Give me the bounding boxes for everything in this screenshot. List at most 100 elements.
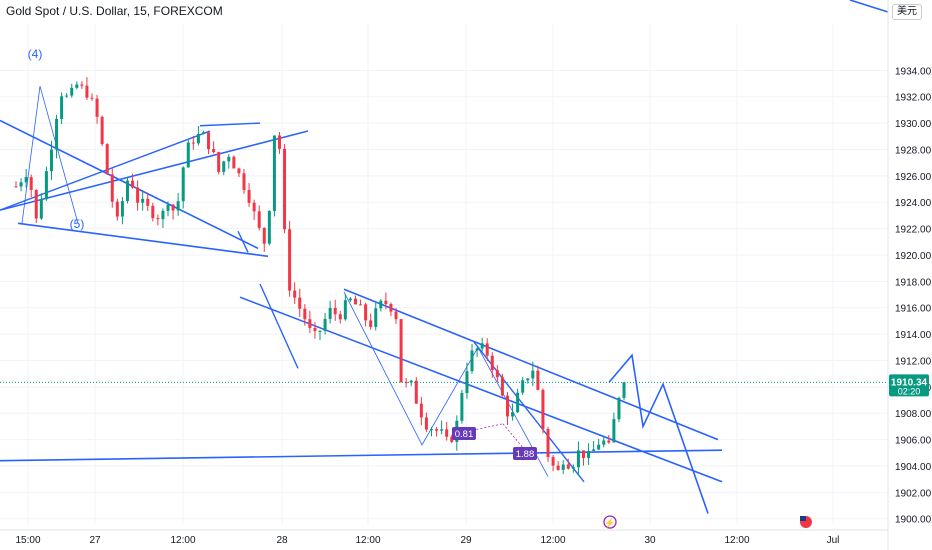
x-tick-label: 29: [460, 535, 472, 546]
candle-body: [29, 177, 33, 190]
candle-body: [288, 229, 292, 291]
candle-body: [303, 308, 307, 320]
y-tick-label: 1934.00: [895, 66, 932, 77]
candle-body: [516, 392, 520, 413]
long-support-trendline[interactable]: [0, 449, 723, 462]
elliott-wave-label: (4): [28, 47, 43, 61]
trendline-segment[interactable]: [199, 122, 261, 127]
candle-body: [465, 371, 469, 394]
x-tick-label: 30: [644, 535, 656, 546]
y-tick-label: 1920.00: [895, 251, 932, 262]
candle-body: [222, 161, 226, 172]
candle-body: [166, 204, 170, 211]
price-axis[interactable]: 1900.00 1902.00 1904.00 1906.00 1908.00 1910.…: [887, 0, 932, 550]
trendline-segment[interactable]: [259, 283, 299, 369]
candle-body: [435, 429, 439, 431]
candle-body: [343, 300, 347, 320]
dividend-event-icon[interactable]: [603, 515, 617, 529]
trendline-segment[interactable]: [237, 230, 249, 253]
candle-body: [156, 218, 160, 220]
candle-body: [511, 412, 515, 417]
candle-body: [521, 380, 525, 393]
candle-body: [526, 378, 530, 381]
lightning-icon: ⚡: [604, 517, 615, 529]
candle-body: [242, 173, 246, 191]
upper-channel-2-trendline[interactable]: [343, 288, 719, 441]
y-tick-label: 1904.00: [895, 462, 932, 473]
candle-body: [374, 308, 378, 327]
candle-body: [490, 355, 494, 371]
candle-body: [131, 180, 135, 188]
candle-body: [120, 201, 124, 217]
x-tick-label: 12:00: [724, 535, 749, 546]
candle-body: [587, 451, 591, 458]
candle-body: [318, 330, 322, 332]
wedge-rising-trendline[interactable]: [0, 119, 259, 250]
trendline-drawings[interactable]: [0, 0, 889, 514]
candle-body: [556, 465, 560, 470]
candle-body: [460, 393, 464, 421]
candle-body: [333, 307, 337, 315]
candle-body: [566, 464, 570, 469]
x-tick-label: 27: [89, 535, 101, 546]
candle-body: [470, 350, 474, 372]
candle-body: [536, 370, 540, 390]
candle-body: [384, 300, 388, 305]
candle-body: [429, 429, 433, 431]
candle-body: [34, 189, 38, 219]
candle-body: [369, 320, 373, 327]
candle-body: [485, 343, 489, 356]
candle-body: [237, 168, 241, 174]
currency-unit-button[interactable]: 美元: [892, 4, 922, 20]
offscreen-trendline[interactable]: [849, 0, 889, 13]
y-tick-label: 1912.00: [895, 356, 932, 367]
candle-body: [414, 380, 418, 404]
x-tick-label: 12:00: [170, 535, 195, 546]
candle-body: [328, 307, 332, 319]
y-tick-label: 1928.00: [895, 145, 932, 156]
candle-body: [186, 142, 190, 168]
candle-body: [283, 148, 287, 230]
y-tick-label: 1922.00: [895, 225, 932, 236]
us-flag-canton: [800, 516, 806, 521]
candle-body: [44, 171, 48, 200]
candle-body: [90, 97, 94, 99]
candle-body: [80, 84, 84, 86]
candle-body: [49, 149, 53, 172]
projection-path[interactable]: [608, 353, 709, 514]
y-tick-label: 1914.00: [895, 330, 932, 341]
candle-body: [115, 201, 119, 217]
candle-body: [338, 314, 342, 320]
x-tick-label: Jul: [827, 535, 840, 546]
candle-body: [617, 397, 621, 420]
candle-body: [359, 304, 363, 306]
upper-channel-1-trendline[interactable]: [0, 130, 309, 211]
candle-body: [495, 370, 499, 378]
candle-body: [257, 211, 261, 228]
y-tick-label: 1924.00: [895, 198, 932, 209]
candle-body: [212, 149, 216, 153]
candle-body: [394, 311, 398, 320]
x-tick-label: 12:00: [355, 535, 380, 546]
candle-body: [313, 327, 317, 331]
candle-body: [171, 204, 175, 211]
y-tick-label: 1916.00: [895, 304, 932, 315]
elliott-wave-label: (5): [70, 217, 85, 231]
candle-body: [612, 419, 616, 443]
candle-body: [571, 467, 575, 469]
candle-body: [19, 182, 23, 187]
candle-body: [597, 444, 601, 450]
fib-ratio-badge: [452, 427, 476, 440]
time-axis[interactable]: 15:00 27 12:00 28 12:00 29 12:00 30 12:00 Jul: [0, 529, 888, 546]
candle-body: [607, 440, 611, 443]
annotations: (4) (5) 0.81 1.88 ⚡: [0, 47, 888, 529]
lower-channel-1-trendline[interactable]: [17, 222, 269, 258]
y-tick-label: 1926.00: [895, 172, 932, 183]
candle-body: [14, 186, 18, 188]
candle-body: [389, 304, 393, 312]
candle-body: [404, 382, 408, 384]
candle-body: [480, 343, 484, 349]
candle-body: [551, 457, 555, 466]
fib-ratio-label: 0.81: [455, 429, 474, 440]
